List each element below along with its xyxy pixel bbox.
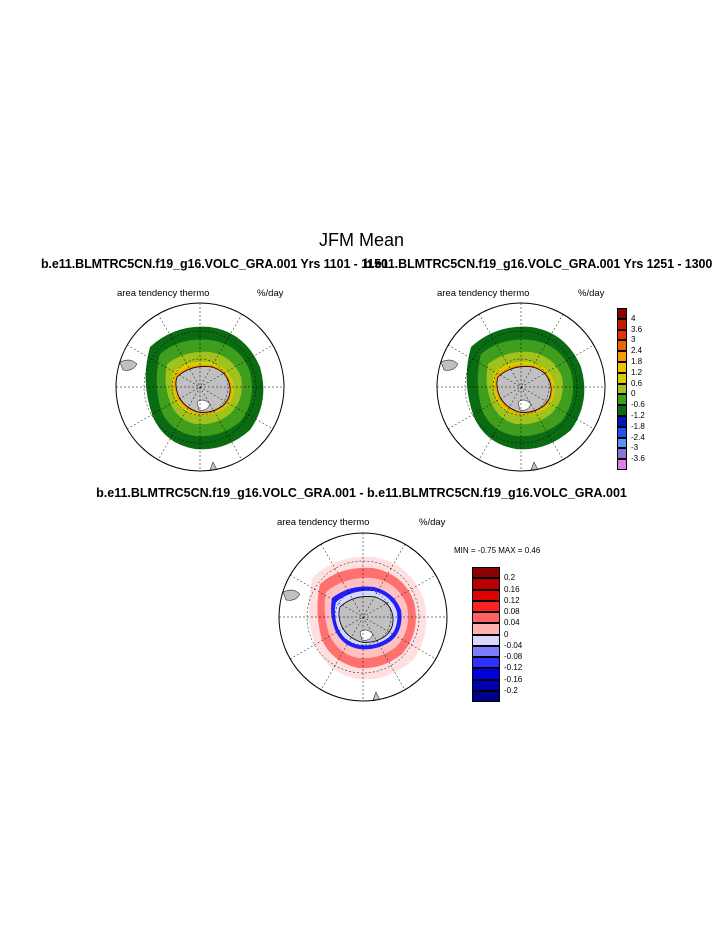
map-border <box>278 532 448 702</box>
colorbar-swatch <box>617 416 627 427</box>
colorbar-swatch <box>617 362 627 373</box>
colorbar-label: 1.2 <box>631 367 643 377</box>
colorbar-swatch <box>617 437 627 449</box>
units-label-right: %/day <box>578 288 605 299</box>
map-border <box>115 302 285 472</box>
colorbar-swatch <box>472 600 500 612</box>
colorbar-swatch <box>617 351 627 362</box>
colorbar-swatch <box>472 634 500 646</box>
colorbar-label: 3.6 <box>631 324 643 334</box>
colorbar-label: -3 <box>631 443 639 453</box>
map-border <box>436 302 606 472</box>
colorbar-swatch <box>617 448 627 460</box>
colorbar-label: 0.6 <box>631 378 643 388</box>
units-label-diff: %/day <box>419 517 446 528</box>
graticule <box>437 303 605 471</box>
colorbar-swatch <box>617 394 627 406</box>
colorbar-label: -0.2 <box>504 685 518 695</box>
colorbar-label: 0 <box>504 629 509 639</box>
graticule <box>279 533 447 701</box>
colorbar-label: 0.16 <box>504 584 520 594</box>
colorbar-swatch <box>617 318 627 330</box>
polar-map-right <box>436 302 606 472</box>
colorbar-label: 2.4 <box>631 346 643 356</box>
colorbar-swatch <box>472 645 500 657</box>
variable-label-left: area tendency thermo <box>117 288 210 299</box>
colorbar-label: 0.2 <box>504 573 516 583</box>
colorbar-swatch <box>617 372 627 384</box>
colorbar-label: -0.6 <box>631 400 645 410</box>
colorbar-swatch <box>472 657 500 669</box>
colorbar-swatch <box>472 690 500 702</box>
colorbar-swatch <box>617 426 627 438</box>
colorbar-swatch <box>472 623 500 635</box>
colorbar-swatch <box>617 308 627 319</box>
polar-map-left <box>115 302 285 472</box>
colorbar-label: 1.8 <box>631 357 643 366</box>
case-title-left: b.e11.BLMTRC5CN.f19_g16.VOLC_GRA.001 Yrs… <box>41 257 388 271</box>
antarctica-landmass <box>496 366 552 413</box>
colorbar-label: -0.12 <box>504 663 523 673</box>
colorbar-label: 0.08 <box>504 607 520 616</box>
min-max-stats: MIN = -0.75 MAX = 0.46 <box>454 546 541 555</box>
colorbar-label: -3.6 <box>631 454 645 464</box>
colorbar-difference: 0.2 0.16 0.12 0.08 0.04 0 -0.04 -0.08 -0.12 -0.16… <box>472 567 542 702</box>
colorbar-label: -2.4 <box>631 432 645 442</box>
colorbar-label: -1.2 <box>631 411 645 420</box>
colorbar-label: 0.12 <box>504 595 520 605</box>
polar-map-difference <box>278 532 448 702</box>
colorbar-main: 4 3.6 3 2.4 1.8 1.2 0.6 0 -0.6 -1.2 -1.8 -2.4 -3 -3.6 <box>617 308 667 473</box>
colorbar-swatch <box>617 383 627 395</box>
difference-title: b.e11.BLMTRC5CN.f19_g16.VOLC_GRA.001 - b… <box>96 486 627 500</box>
antarctica-landmass <box>175 366 231 413</box>
units-label-left: %/day <box>257 288 284 299</box>
colorbar-swatch <box>617 459 627 470</box>
colorbar-label: -1.8 <box>631 421 645 431</box>
colorbar-label: -0.16 <box>504 674 523 684</box>
colorbar-label: -0.04 <box>504 640 523 650</box>
graticule <box>116 303 284 471</box>
colorbar-label: 3 <box>631 335 636 345</box>
variable-label-right: area tendency thermo <box>437 288 530 299</box>
colorbar-swatch <box>472 612 500 624</box>
case-title-right: b.e11.BLMTRC5CN.f19_g16.VOLC_GRA.001 Yrs… <box>364 257 713 271</box>
colorbar-swatch <box>617 329 627 341</box>
page-title: JFM Mean <box>318 230 405 250</box>
antarctica-landmass <box>338 596 394 643</box>
colorbar-swatch <box>472 589 500 601</box>
colorbar-label: -0.08 <box>504 652 523 661</box>
colorbar-swatch <box>617 340 627 352</box>
colorbar-swatch <box>472 567 500 579</box>
colorbar-swatch <box>472 668 500 680</box>
colorbar-label: 4 <box>631 313 636 323</box>
colorbar-swatch <box>472 578 500 590</box>
variable-label-diff: area tendency thermo <box>277 517 370 528</box>
colorbar-label: 0 <box>631 389 636 399</box>
colorbar-label: 0.04 <box>504 618 520 628</box>
colorbar-swatch <box>472 679 500 691</box>
colorbar-swatch <box>617 405 627 416</box>
